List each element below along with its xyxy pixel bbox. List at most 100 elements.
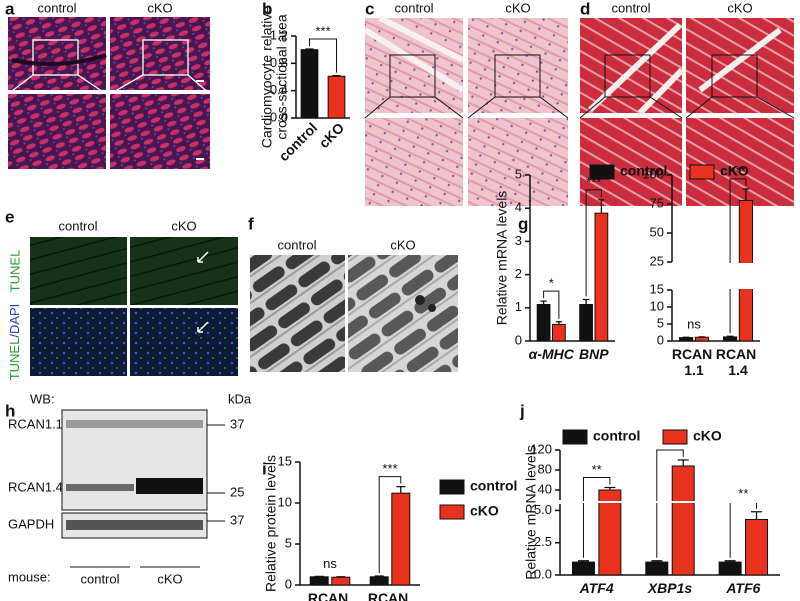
bar	[645, 561, 669, 576]
significance-label: **	[738, 486, 748, 501]
bar	[391, 492, 411, 586]
y-tick-label: 0	[515, 332, 522, 347]
bar	[678, 337, 694, 342]
significance-bracket	[656, 449, 684, 558]
bar	[536, 303, 551, 342]
blot-label: WB:	[30, 391, 55, 406]
significance-bracket	[585, 189, 602, 297]
bar	[694, 336, 710, 342]
legend-label: control	[593, 428, 640, 444]
error-bar	[598, 199, 605, 214]
error-bar	[305, 48, 314, 50]
y-tick-label: 25	[650, 253, 664, 268]
error-bar	[742, 188, 750, 201]
significance-label: ***	[382, 461, 397, 476]
x-tick-label-line: ATF4	[579, 580, 614, 596]
stain-label: TUNEL/DAPI	[7, 304, 22, 381]
bar	[671, 465, 695, 576]
y-tick-label: 120	[530, 441, 552, 456]
bar	[594, 212, 609, 342]
panel-d-images	[579, 18, 795, 206]
error-bar	[374, 575, 384, 577]
y-tick-label: 0.4	[270, 82, 288, 97]
bar	[331, 576, 351, 586]
blot-group: cKO	[157, 571, 182, 586]
x-tick-label-line: RCAN	[716, 346, 760, 362]
panel-e-images	[30, 237, 238, 376]
x-tick-label-line: XBP1s	[647, 580, 693, 596]
panel-letter: g	[518, 214, 528, 233]
error-bar	[651, 560, 663, 563]
x-tick-label: α-MHC	[529, 346, 575, 362]
legend-swatch	[589, 164, 615, 180]
y-tick-label: 100	[642, 166, 664, 181]
band-name: RCAN1.4	[8, 479, 63, 494]
stain-label-blue: /DAPI	[7, 304, 22, 338]
image-label: cKO	[390, 237, 415, 252]
y-tick-label: 2	[515, 266, 522, 281]
x-tick-label-line: α-MHC	[529, 346, 575, 362]
band-marker: 37	[230, 416, 244, 431]
error-bar	[724, 560, 736, 563]
y-tick-label: 5	[657, 315, 664, 330]
error-bar	[540, 300, 547, 305]
significance-bracket	[729, 178, 747, 334]
legend-label: control	[470, 478, 517, 494]
x-tick-label: RCAN 1.4	[368, 590, 412, 601]
legend-swatch	[562, 429, 588, 445]
image-label: control	[394, 0, 433, 15]
significance-label: *	[549, 276, 554, 291]
x-tick-label: RCAN 1.1	[308, 590, 352, 601]
band-name: RCAN1.1	[8, 416, 63, 431]
y-tick-label: 5.0	[534, 502, 552, 517]
bar	[722, 336, 738, 342]
y-tick-label: 0.8	[270, 55, 288, 70]
bar	[718, 561, 742, 576]
panel-letter: h	[5, 401, 15, 420]
legend-label: control	[620, 163, 667, 179]
error-bar	[396, 485, 406, 494]
x-tick-label-line: BNP	[579, 346, 609, 362]
x-tick-label: RCAN 1.4	[716, 346, 760, 378]
blot-group: control	[80, 571, 119, 586]
x-tick-label: RCAN 1.1	[672, 346, 716, 378]
error-bar	[577, 560, 589, 563]
y-axis-label: cross-sectional area	[274, 14, 290, 139]
bar	[327, 75, 346, 119]
legend-label: cKO	[693, 428, 722, 444]
blot-label: mouse:	[8, 569, 51, 584]
image-label: cKO	[505, 0, 530, 15]
error-bar	[582, 298, 590, 305]
x-tick-label-line: RCAN	[308, 590, 352, 601]
band-name: GAPDH	[8, 516, 54, 531]
panel-a-images	[7, 17, 211, 169]
y-tick-label: 0.0	[534, 566, 552, 581]
y-tick-label: 0	[285, 576, 292, 591]
significance-bracket	[582, 477, 611, 558]
y-tick-label: 40	[538, 481, 552, 496]
legend-swatch	[689, 164, 715, 180]
y-tick-label: 1.2	[270, 27, 288, 42]
bar	[309, 576, 329, 586]
significance-bracket	[309, 38, 337, 73]
bar	[300, 49, 319, 119]
bar	[745, 518, 769, 576]
axis-break	[669, 263, 763, 289]
y-axis-label: Relative mRNA levels	[523, 445, 539, 580]
y-tick-label: 4	[515, 200, 522, 215]
significance-bracket	[378, 476, 402, 573]
x-tick-label: ATF6	[725, 580, 760, 596]
x-tick-label-line: 1.1	[684, 362, 704, 378]
bar	[552, 323, 566, 342]
x-tick-label: XBP1s	[647, 580, 693, 596]
significance-label: **	[592, 462, 602, 477]
x-tick-label-line: ATF6	[725, 580, 760, 596]
y-tick-label: 0	[657, 332, 664, 347]
western-blot	[61, 409, 225, 568]
y-tick-label: 75	[650, 195, 664, 210]
bar	[579, 303, 593, 342]
error-bar	[751, 511, 763, 520]
y-tick-label: 2.5	[534, 534, 552, 549]
image-label: control	[37, 0, 76, 15]
legend-swatch	[439, 504, 465, 520]
